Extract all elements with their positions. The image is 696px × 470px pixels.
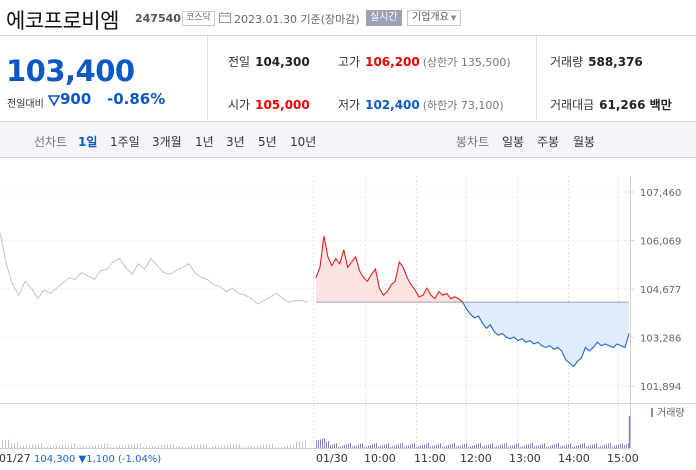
prev-close-label: 전일 bbox=[228, 55, 251, 69]
prev-day-summary: 104,300 ▼1,100 (-1.04%) bbox=[34, 454, 161, 465]
price-chart[interactable]: 107,460 106,069 104,677 103,286 101,894 거래량 01… bbox=[0, 158, 696, 470]
market-badge: 코스닥 bbox=[182, 11, 215, 26]
chevron-down-icon: ▼ bbox=[450, 14, 457, 22]
prev-day-line bbox=[0, 232, 309, 305]
upper-limit: (상한가 135,500) bbox=[422, 56, 511, 69]
volume-label: 거래량 bbox=[550, 55, 584, 69]
calendar-icon bbox=[219, 12, 231, 23]
volume-value: 588,376 bbox=[588, 55, 643, 69]
x-tick-label: 01/27 bbox=[0, 452, 31, 465]
down-area-fill bbox=[462, 302, 629, 367]
company-overview-label: 기업개요 bbox=[412, 12, 449, 23]
amount-cell: 거래대금 61,266 백만 bbox=[550, 96, 672, 113]
lower-limit: (하한가 73,100) bbox=[422, 99, 504, 112]
tab-1y[interactable]: 1년 bbox=[195, 135, 214, 149]
amount-value: 61,266 백만 bbox=[599, 98, 672, 112]
prev-close-cell: 전일 104,300 bbox=[228, 53, 310, 70]
amount-label: 거래대금 bbox=[550, 98, 595, 112]
price-chart-svg: 107,460 106,069 104,677 103,286 101,894 거래량 01… bbox=[0, 158, 696, 470]
volume-cell: 거래량 588,376 bbox=[550, 53, 643, 70]
today-line-down bbox=[461, 302, 630, 368]
y-tick-label: 104,677 bbox=[640, 285, 681, 296]
low-label: 저가 bbox=[338, 98, 361, 112]
y-tick-label: 103,286 bbox=[640, 333, 681, 344]
company-overview-button[interactable]: 기업개요 ▼ bbox=[407, 10, 462, 26]
tab-1w[interactable]: 1주일 bbox=[110, 135, 140, 149]
down-triangle-icon bbox=[48, 95, 60, 106]
x-tick-label: 13:00 bbox=[509, 452, 541, 465]
line-chart-label: 선차트 bbox=[34, 135, 68, 149]
x-tick-label: 15:00 bbox=[607, 452, 639, 465]
tab-daily[interactable]: 일봉 bbox=[502, 135, 525, 149]
prev-close-value: 104,300 bbox=[255, 55, 310, 69]
x-tick-label: 12:00 bbox=[460, 452, 492, 465]
up-area-fill bbox=[316, 235, 629, 303]
open-cell: 시가 105,000 bbox=[228, 96, 310, 113]
tab-3y[interactable]: 3년 bbox=[226, 135, 245, 149]
tab-10y[interactable]: 10년 bbox=[290, 135, 317, 149]
change-value: 900 bbox=[60, 90, 92, 108]
tab-3m[interactable]: 3개월 bbox=[152, 135, 182, 149]
realtime-button[interactable]: 실시간 bbox=[366, 10, 402, 26]
y-tick-label: 107,460 bbox=[640, 188, 681, 199]
tab-monthly[interactable]: 월봉 bbox=[573, 135, 596, 149]
x-tick-label: 14:00 bbox=[558, 452, 590, 465]
today-line-up bbox=[315, 235, 464, 303]
current-price-box: 103,400 전일대비 900 -0.86% bbox=[0, 36, 208, 122]
tab-5y[interactable]: 5년 bbox=[258, 135, 277, 149]
chart-tabs: 선차트 1일 1주일 3개월 1년 3년 5년 10년 봉차트 일봉 주봉 월봉 bbox=[0, 122, 696, 158]
price-summary: 103,400 전일대비 900 -0.86% 전일 104,300 고가 106,… bbox=[0, 36, 696, 122]
low-cell: 저가 102,400 (하한가 73,100) bbox=[338, 96, 504, 113]
x-tick-label: 10:00 bbox=[364, 452, 396, 465]
candle-chart-label: 봉차트 bbox=[456, 135, 490, 149]
date-text: 2023.01.30 기준(장마감) bbox=[234, 13, 360, 26]
stock-code: 247540 bbox=[135, 12, 181, 25]
x-tick-label: 11:00 bbox=[414, 452, 446, 465]
tab-weekly[interactable]: 주봉 bbox=[537, 135, 560, 149]
current-price: 103,400 bbox=[6, 54, 135, 88]
open-label: 시가 bbox=[228, 98, 251, 112]
divider bbox=[536, 36, 537, 122]
stock-name: 에코프로비엠 bbox=[6, 9, 119, 33]
high-value: 106,200 bbox=[365, 55, 420, 69]
y-tick-label: 101,894 bbox=[640, 382, 681, 393]
x-tick-label: 01/30 bbox=[316, 452, 348, 465]
volume-legend-label: 거래량 bbox=[657, 407, 685, 419]
stock-header: 에코프로비엠 247540 코스닥 2023.01.30 기준(장마감) 실시간… bbox=[0, 0, 696, 36]
tab-1d[interactable]: 1일 bbox=[78, 135, 98, 149]
open-value: 105,000 bbox=[255, 98, 310, 112]
high-cell: 고가 106,200 (상한가 135,500) bbox=[338, 53, 511, 70]
change-label: 전일대비 bbox=[7, 99, 44, 110]
low-value: 102,400 bbox=[365, 98, 420, 112]
y-tick-label: 106,069 bbox=[640, 236, 681, 247]
change-percent: -0.86% bbox=[107, 90, 166, 108]
high-label: 고가 bbox=[338, 55, 361, 69]
